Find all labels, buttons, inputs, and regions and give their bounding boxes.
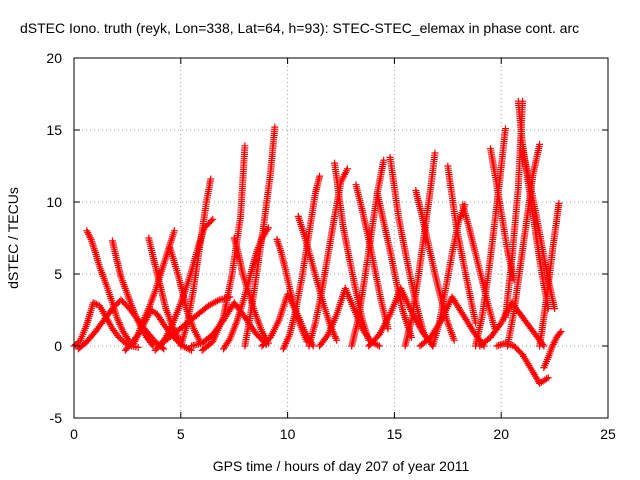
data-series-42 — [536, 199, 563, 350]
x-tick-label: 10 — [280, 426, 296, 442]
x-tick-label: 0 — [70, 426, 78, 442]
data-series-28 — [401, 149, 439, 350]
data-series-37 — [493, 339, 552, 387]
x-tick-label: 25 — [600, 426, 616, 442]
y-tick-label: 5 — [54, 266, 62, 282]
data-series-32 — [444, 162, 480, 327]
x-axis-label: GPS time / hours of day 207 of year 2011 — [213, 458, 470, 474]
data-series-15 — [230, 234, 272, 347]
y-tick-label: 10 — [46, 194, 62, 210]
y-tick-label: 20 — [46, 50, 62, 66]
y-tick-label: 0 — [54, 338, 62, 354]
ticks — [73, 57, 609, 419]
data-marks — [70, 97, 565, 387]
data-series-43 — [540, 328, 565, 372]
y-axis-label: dSTEC / TECUs — [5, 187, 21, 289]
y-tick-label: -5 — [50, 410, 63, 426]
data-series-24 — [352, 181, 392, 333]
data-series-41 — [519, 146, 559, 313]
x-tick-label: 5 — [177, 426, 185, 442]
y-tick-label: 15 — [46, 122, 62, 138]
data-series-14 — [220, 224, 272, 353]
tick-labels: 0 5 10 15 20 25 -5 0 5 10 15 20 — [46, 50, 616, 442]
data-series-6 — [130, 227, 178, 347]
x-tick-label: 20 — [493, 426, 509, 442]
data-series-23 — [348, 156, 388, 350]
plot-frame — [73, 57, 609, 419]
chart-title: dSTEC Iono. truth (reyk, Lon=338, Lat=64… — [20, 20, 579, 36]
x-tick-label: 15 — [387, 426, 403, 442]
data-series-17 — [273, 235, 311, 346]
data-series-3 — [74, 296, 168, 353]
data-series-10 — [177, 175, 215, 350]
